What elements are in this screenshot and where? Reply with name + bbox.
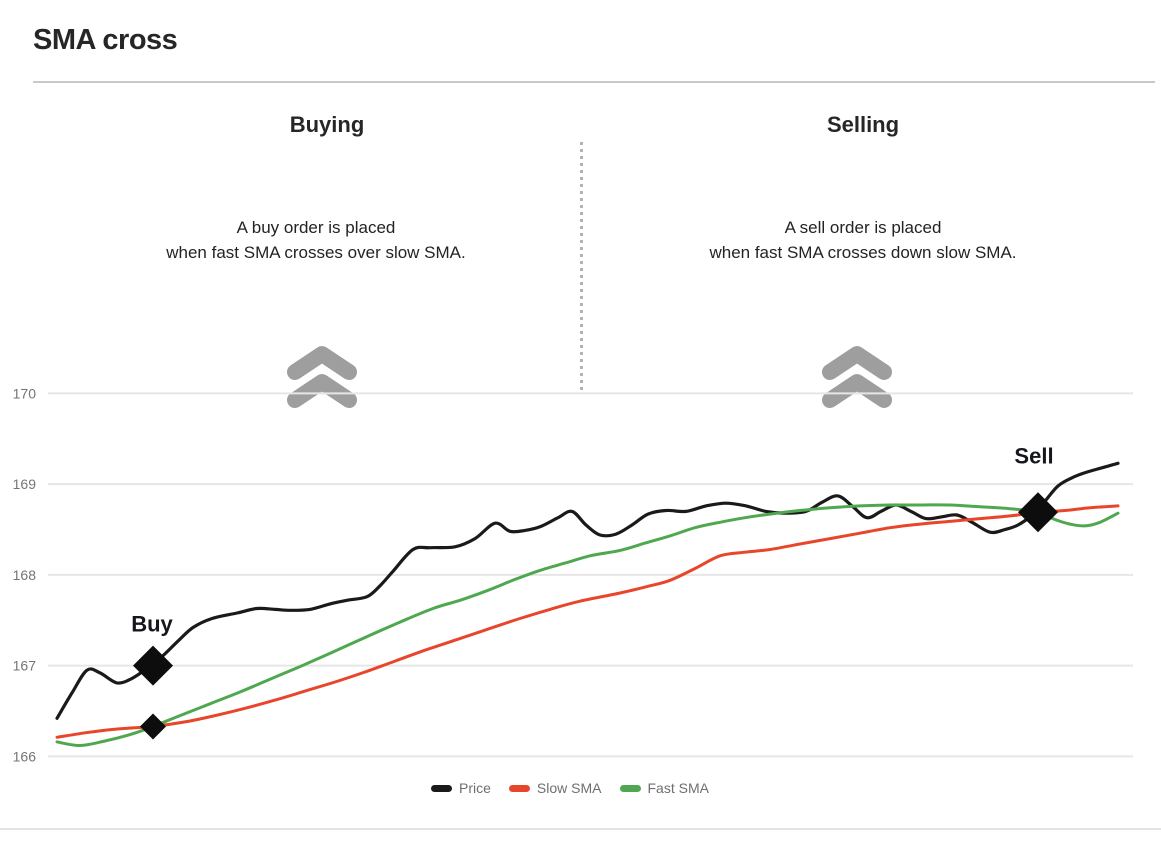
buying-description-line1: A buy order is placed bbox=[236, 218, 396, 237]
legend-item-fast-sma: Fast SMA bbox=[619, 780, 709, 796]
sell-marker-diamond bbox=[1018, 492, 1058, 533]
series-price bbox=[55, 461, 1120, 720]
legend-label: Price bbox=[459, 780, 491, 796]
page-title: SMA cross bbox=[33, 24, 178, 56]
buying-section-title: Buying bbox=[289, 112, 365, 137]
series-fast-sma bbox=[55, 503, 1120, 748]
selling-section-title: Selling bbox=[826, 112, 900, 137]
buying-description: A buy order is placed when fast SMA cros… bbox=[106, 215, 526, 265]
y-tick-label: 170 bbox=[13, 385, 37, 401]
series-slow-sma bbox=[55, 504, 1120, 739]
y-tick-label: 167 bbox=[13, 658, 37, 674]
legend-item-price: Price bbox=[431, 780, 491, 796]
column-divider-dotted-line bbox=[580, 142, 583, 393]
sell-marker-label: Sell bbox=[1014, 443, 1053, 468]
buying-description-line2: when fast SMA crosses over slow SMA. bbox=[166, 243, 466, 262]
chart-legend: Price Slow SMA Fast SMA bbox=[0, 780, 1140, 796]
legend-label: Slow SMA bbox=[536, 780, 602, 796]
selling-description: A sell order is placed when fast SMA cro… bbox=[653, 215, 1073, 265]
y-tick-label: 166 bbox=[13, 748, 37, 764]
slow-sma-line-swatch-icon bbox=[508, 784, 530, 792]
title-divider bbox=[33, 81, 1155, 83]
selling-description-line1: A sell order is placed bbox=[784, 218, 942, 237]
fast-sma-line-swatch-icon bbox=[619, 784, 641, 792]
buy-marker-label: Buy bbox=[131, 612, 173, 637]
price-line-swatch-icon bbox=[431, 784, 453, 792]
legend-item-slow-sma: Slow SMA bbox=[508, 780, 602, 796]
bottom-divider bbox=[0, 828, 1161, 830]
legend-label: Fast SMA bbox=[647, 780, 709, 796]
y-tick-label: 169 bbox=[13, 476, 37, 492]
y-tick-label: 168 bbox=[13, 567, 37, 583]
selling-description-line2: when fast SMA crosses down slow SMA. bbox=[709, 243, 1017, 262]
buy-marker-diamond bbox=[133, 645, 173, 686]
cross-marker-diamond bbox=[140, 713, 166, 740]
